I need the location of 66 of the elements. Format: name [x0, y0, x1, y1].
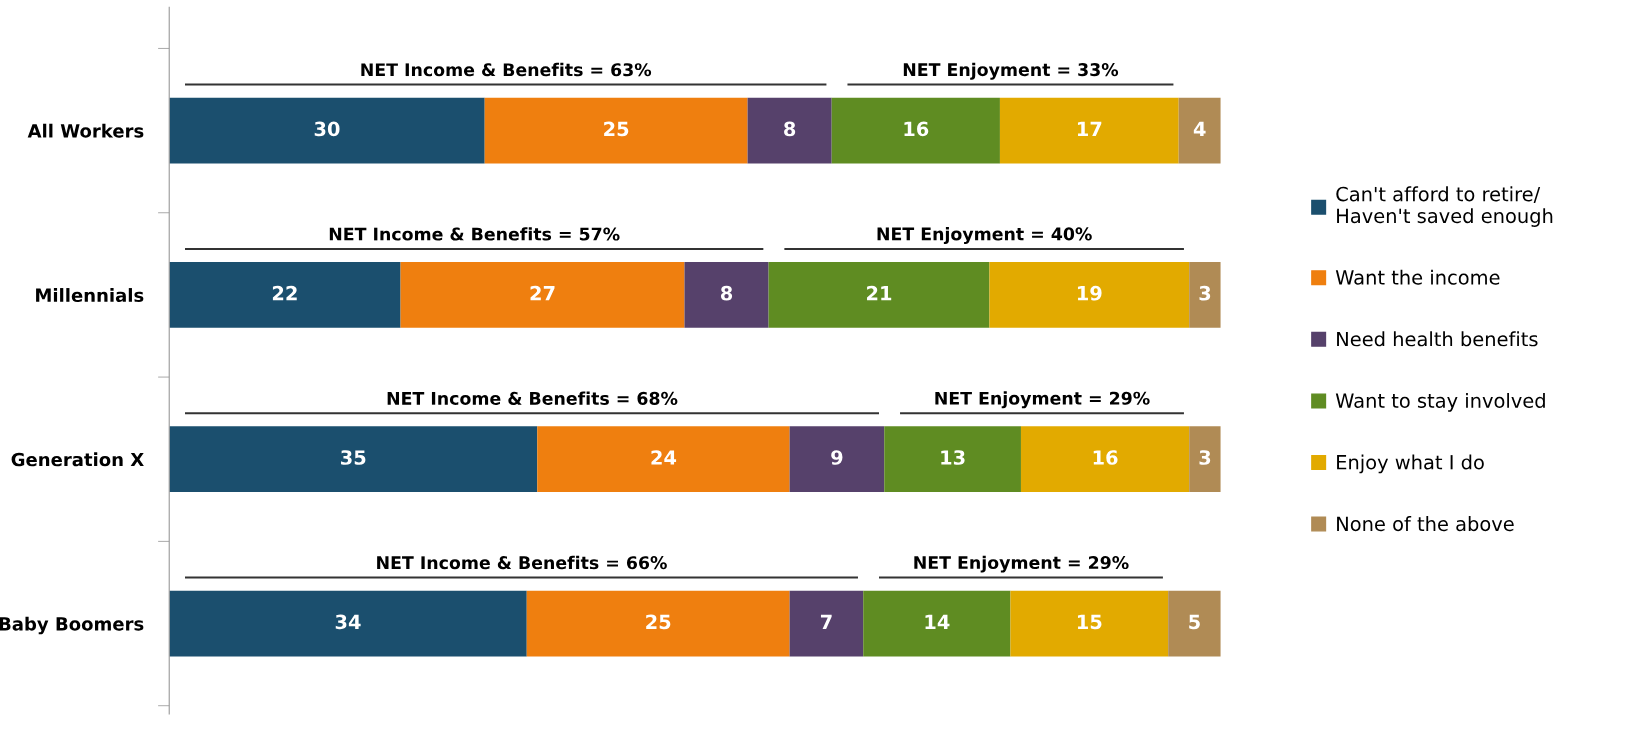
bar: [1189, 262, 1221, 328]
bar: [1189, 426, 1221, 493]
data-label: 5: [1189, 614, 1200, 630]
legend-label: None of the above: [1337, 516, 1514, 532]
annotation: NET Income & Benefits = 57%: [329, 227, 620, 241]
data-label: 7: [820, 614, 832, 629]
data-label: 16: [904, 121, 929, 137]
bar: [999, 97, 1179, 164]
data-label: 25: [646, 614, 671, 630]
legend-label: Need health benefits: [1337, 331, 1538, 347]
data-label: 8: [720, 285, 733, 301]
data-label: 8: [784, 121, 796, 137]
y-tick-label: All Workers: [27, 123, 144, 138]
data-label: 30: [314, 121, 340, 137]
annotation: NET Income & Benefits = 63%: [361, 62, 652, 77]
legend-label: Enjoy what I do: [1337, 454, 1484, 474]
annotation: NET Enjoyment = 40%: [877, 227, 1092, 244]
bar: [1020, 426, 1190, 493]
bar: [789, 590, 864, 657]
legend-label: Want to stay involved: [1335, 392, 1545, 412]
data-label: 27: [530, 285, 555, 301]
bar: [169, 426, 538, 493]
data-label: 35: [341, 450, 366, 465]
data-label: 21: [867, 285, 892, 301]
bar: [789, 426, 885, 493]
annotation: NET Income & Benefits = 68%: [387, 391, 678, 405]
annotation: NET Enjoyment = 29%: [935, 391, 1150, 409]
legend-label: Want the income: [1335, 269, 1500, 285]
data-label: 16: [1093, 450, 1118, 465]
bar: [768, 262, 990, 328]
data-label: 3: [1199, 285, 1211, 301]
bar: [684, 262, 769, 328]
bar: [1168, 590, 1221, 657]
data-label: 9: [831, 450, 843, 465]
bar: [863, 590, 1011, 657]
bar: [169, 590, 527, 657]
bar: [537, 426, 790, 493]
bar: [169, 97, 485, 164]
bar: [747, 97, 832, 164]
annotation: NET Enjoyment = 33%: [903, 62, 1119, 80]
bar: [526, 590, 790, 657]
data-label: 24: [651, 450, 677, 465]
bar: [831, 97, 1000, 164]
data-label: 22: [272, 285, 297, 301]
bar: [1178, 97, 1221, 164]
bar: [989, 262, 1190, 328]
y-tick-label: Millennials: [36, 288, 144, 303]
data-label: 14: [925, 614, 950, 629]
data-label: 25: [604, 121, 629, 137]
data-label: 15: [1077, 614, 1102, 630]
data-label: 34: [335, 614, 361, 630]
bar: [484, 97, 748, 164]
annotation: NET Enjoyment = 29%: [914, 555, 1129, 573]
data-label: 3: [1199, 450, 1211, 465]
data-label: 13: [941, 450, 965, 465]
bar: [169, 262, 401, 328]
data-label: 4: [1193, 121, 1206, 136]
bar: [1010, 590, 1169, 657]
legend-label: Can't afford to retire/ Haven't saved enough: [1336, 186, 1553, 227]
y-tick-label: Generation X: [11, 452, 144, 467]
annotation: NET Income & Benefits = 66%: [377, 555, 667, 570]
bar: [400, 262, 685, 328]
y-tick-label: Baby Boomers: [0, 616, 144, 635]
bar: [884, 426, 1021, 493]
data-label: 17: [1077, 121, 1102, 136]
data-label: 19: [1077, 285, 1102, 301]
